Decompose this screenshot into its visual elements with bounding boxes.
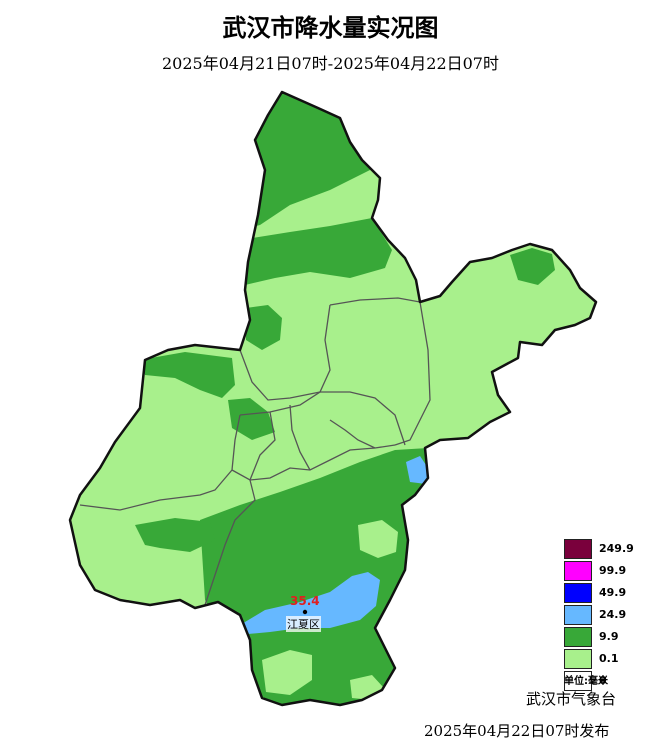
legend-label: 9.9: [599, 630, 619, 643]
legend-swatch: [564, 539, 592, 559]
legend-swatch: [564, 627, 592, 647]
district-line-7: [204, 479, 256, 606]
legend-label: 49.9: [599, 586, 627, 599]
issuing-agency: 武汉市气象台: [526, 690, 617, 708]
rain-zone-south-main: [200, 448, 428, 705]
max-precipitation-label: 35.4: [290, 594, 320, 608]
legend-swatch: [564, 605, 592, 625]
legend-label: 0: [599, 674, 607, 687]
rain-zone-southwest-band: [135, 518, 215, 552]
legend-swatch: [564, 561, 592, 581]
district-line-1: [329, 297, 431, 446]
rain-zone-east-spot: [406, 456, 428, 484]
legend-row: 9.9: [563, 626, 659, 648]
city-base-fill: [70, 92, 596, 705]
legend-label: 249.9: [599, 542, 634, 555]
light-zone-south-2: [262, 650, 312, 695]
district-line-5: [79, 414, 241, 511]
legend-swatch: [564, 649, 592, 669]
rain-zone-central-spot: [228, 398, 275, 440]
rain-zone-jiangxia-max: [240, 572, 380, 634]
legend-row: 249.9: [563, 538, 659, 560]
district-label-jiangxia: 江夏区: [286, 616, 321, 632]
legend-swatch: [564, 583, 592, 603]
rain-zone-northeast-spot: [510, 248, 555, 285]
legend-label: 0.1: [599, 652, 619, 665]
legend-unit: 单位:毫米: [564, 676, 608, 687]
map-period: 2025年04月21日07时-2025年04月22日07时: [161, 54, 499, 73]
legend-row: 99.9: [563, 560, 659, 582]
rain-zone-west-blob: [140, 352, 235, 398]
legend-label: 99.9: [599, 564, 627, 577]
light-zone-south-1: [358, 520, 398, 558]
rain-zone-north-band: [240, 218, 392, 285]
district-line-4: [320, 391, 406, 446]
city-outline: [68, 90, 598, 707]
district-line-9: [329, 419, 376, 449]
legend: 249.9 99.9 49.9 24.9 9.9 0.1 0: [563, 538, 659, 692]
rain-zone-west-spot: [246, 305, 282, 350]
release-time: 2025年04月22日07时发布: [424, 722, 610, 740]
legend-row: 0: [563, 670, 659, 692]
legend-swatch: [564, 671, 592, 691]
district-line-10: [249, 411, 276, 481]
legend-row: 24.9: [563, 604, 659, 626]
legend-row: 0.1: [563, 648, 659, 670]
district-line-3: [239, 349, 321, 401]
station-marker: [302, 609, 308, 615]
legend-row: 49.9: [563, 582, 659, 604]
district-line-8: [289, 404, 311, 471]
map-title: 武汉市降水量实况图: [222, 14, 439, 42]
legend-label: 24.9: [599, 608, 627, 621]
